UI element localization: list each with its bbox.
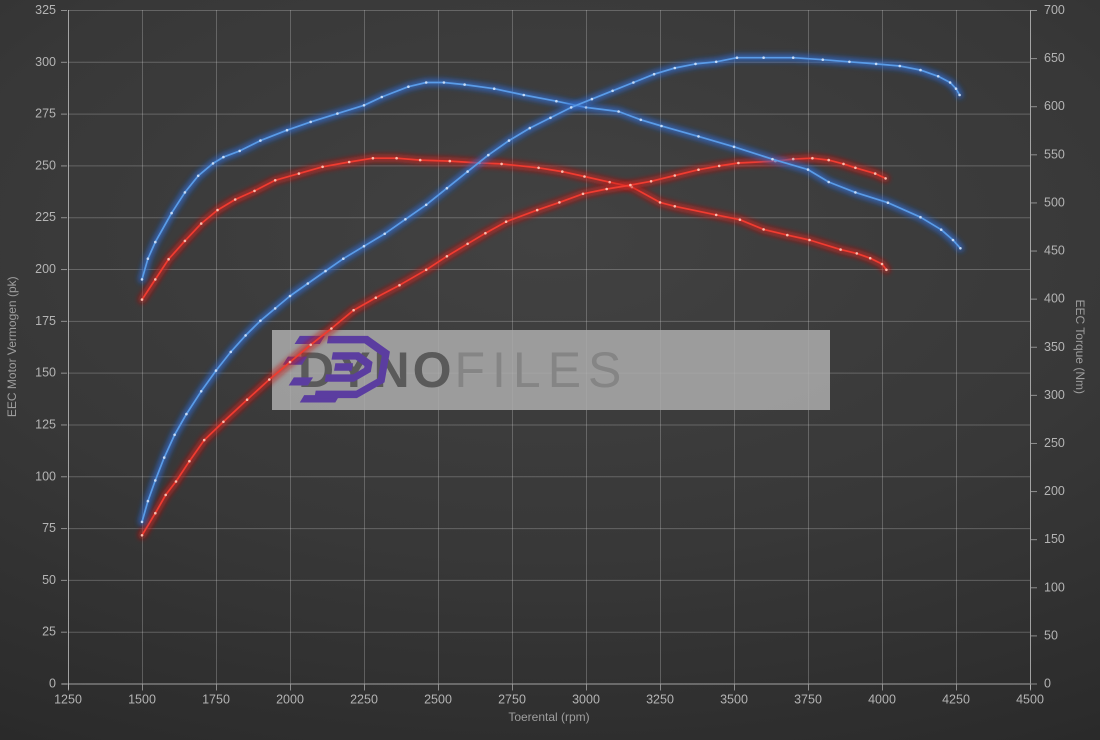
y-left-tick-label: 250: [35, 158, 56, 172]
x-tick-label: 2000: [276, 693, 304, 707]
y-left-tick-label: 75: [42, 521, 56, 535]
series-vermogen-run-2-line: [141, 56, 961, 523]
y-left-tick-label: 225: [35, 210, 56, 224]
series-vermogen-run-1: [138, 78, 965, 284]
y-left-tick-label: 200: [35, 262, 56, 276]
y-right-tick-label: 450: [1044, 244, 1065, 258]
x-tick-label: 3000: [572, 693, 600, 707]
y-left-tick-label: 175: [35, 314, 56, 328]
watermark: DynoFiles: [272, 330, 830, 410]
x-tick-label: 4500: [1016, 693, 1044, 707]
x-tick-label: 2750: [498, 693, 526, 707]
y-left-tick-label: 325: [35, 3, 56, 17]
y-left-tick-label: 125: [35, 417, 56, 431]
x-axis-title: Toerental (rpm): [508, 710, 589, 724]
y-right-tick-label: 350: [1044, 340, 1065, 354]
series-koppel-run-2: [138, 154, 890, 540]
series-vermogen-run-2: [138, 53, 964, 526]
y-right-tick-label: 250: [1044, 436, 1065, 450]
x-tick-label: 3250: [646, 693, 674, 707]
y-left-tick-label: 275: [35, 107, 56, 121]
x-tick-label: 3500: [720, 693, 748, 707]
axes: [62, 10, 1031, 690]
y-right-tick-label: 100: [1044, 580, 1065, 594]
y-right-tick-label: 700: [1044, 3, 1065, 17]
y-right-tick-label: 400: [1044, 292, 1065, 306]
y-left-tick-label: 100: [35, 469, 56, 483]
y-left-tick-label: 25: [42, 625, 56, 639]
y-right-tick-label: 200: [1044, 484, 1065, 498]
series-koppel-run-1: [138, 154, 891, 304]
brand-files: Files: [454, 342, 629, 398]
y-right-tick-label: 150: [1044, 532, 1065, 546]
y-right-tick-label: 500: [1044, 195, 1065, 209]
x-tick-label: 1750: [202, 693, 230, 707]
y-right-tick-label: 300: [1044, 388, 1065, 402]
x-tick-label: 4250: [942, 693, 970, 707]
y-right-tick-label: 550: [1044, 147, 1065, 161]
x-tick-label: 2500: [424, 693, 452, 707]
y-right-axis-title: EEC Torque (Nm): [1073, 300, 1087, 394]
y-left-axis-title: EEC Motor Vermogen (pk): [5, 276, 19, 417]
x-tick-label: 4000: [868, 693, 896, 707]
y-left-tick-label: 0: [49, 677, 56, 691]
y-right-tick-label: 600: [1044, 99, 1065, 113]
x-tick-label: 1250: [54, 693, 82, 707]
x-tick-label: 3750: [794, 693, 822, 707]
y-right-tick-label: 650: [1044, 51, 1065, 65]
y-right-tick-label: 0: [1044, 677, 1051, 691]
tick-labels: 0255075100125150175200225250275300325050…: [35, 3, 1065, 707]
series-koppel-run-2-line: [141, 157, 887, 537]
y-left-tick-label: 150: [35, 366, 56, 380]
y-left-tick-label: 300: [35, 55, 56, 69]
y-right-tick-label: 50: [1044, 628, 1058, 642]
brand-wordmark: DynoFiles: [298, 330, 628, 410]
x-tick-label: 1500: [128, 693, 156, 707]
y-left-tick-label: 50: [42, 573, 56, 587]
brand-dyno: Dyno: [298, 342, 455, 398]
x-tick-label: 2250: [350, 693, 378, 707]
